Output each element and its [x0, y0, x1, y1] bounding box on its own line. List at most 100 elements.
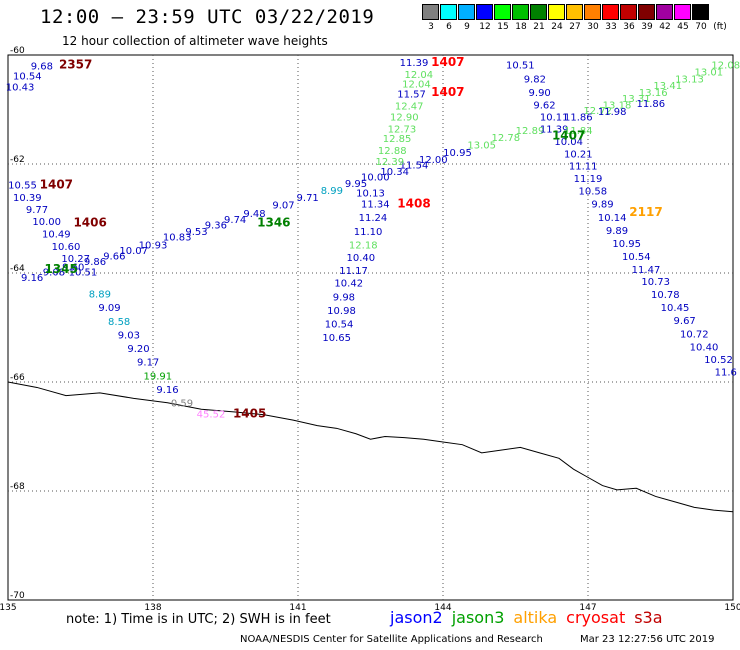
- wave-height-reading: 11.84: [564, 126, 593, 137]
- wave-height-reading: 9.77: [26, 205, 48, 216]
- wave-height-reading: 9.48: [243, 209, 265, 220]
- scale-label: 27: [569, 22, 581, 32]
- wave-height-reading: 12.88: [378, 146, 407, 157]
- scale-swatch: [548, 4, 565, 20]
- wave-height-reading: 11.10: [354, 227, 383, 238]
- chart-title: 12:00 – 23:59 UTC 03/22/2019: [40, 6, 375, 28]
- wave-height-reading: 10.49: [42, 230, 71, 241]
- pass-time-label: 1346: [257, 216, 290, 230]
- wave-height-reading: 10.72: [680, 329, 709, 340]
- wave-height-reading: 11.98: [598, 107, 627, 118]
- wave-height-reading: 12.00: [419, 155, 448, 166]
- scale-swatch: [512, 4, 529, 20]
- wave-height-reading: 12.89: [516, 126, 545, 137]
- wave-height-reading: 10.95: [443, 148, 472, 159]
- wave-height-reading: 10.83: [163, 232, 192, 243]
- wave-height-reading: 9.90: [529, 88, 551, 99]
- wave-height-reading: 10.00: [361, 172, 390, 183]
- wave-height-reading: 11.39: [400, 58, 429, 69]
- wave-height-reading: 12.73: [388, 124, 417, 135]
- scale-swatch: [620, 4, 637, 20]
- longitude-tick-label: 135: [0, 603, 17, 613]
- wave-height-reading: 0.59: [171, 399, 193, 410]
- wave-height-reading: 13.13: [675, 74, 704, 85]
- scale-swatch: [422, 4, 439, 20]
- scale-swatch: [674, 4, 691, 20]
- pass-time-label: 1345: [44, 262, 77, 276]
- satellite-legend-s3a: s3a: [634, 608, 663, 627]
- wave-height-reading: 10.73: [641, 277, 670, 288]
- scale-label: 9: [464, 22, 470, 32]
- axis-tick-labels: 135 138 141 144 147 150 -60 -62 -64 -66 -68 -70: [0, 46, 740, 613]
- scale-swatch: [566, 4, 583, 20]
- wave-height-reading: 11.39: [540, 124, 569, 135]
- wave-height-reading: 11.86: [564, 112, 593, 123]
- wave-height-reading: 10.34: [380, 167, 409, 178]
- scale-unit: (ft): [713, 22, 727, 32]
- wave-height-reading: 10.21: [564, 149, 593, 160]
- coastline: [7, 381, 734, 513]
- satellite-legend-jason2: jason2: [390, 608, 443, 627]
- wave-height-reading: 10.51: [69, 268, 98, 279]
- scale-label: 12: [479, 22, 491, 32]
- latitude-tick-label: -62: [10, 155, 25, 165]
- wave-height-reading: 10.51: [506, 61, 535, 72]
- longitude-tick-label: 150: [724, 603, 740, 613]
- latitude-tick-label: -66: [10, 373, 25, 383]
- scale-label: 42: [659, 22, 671, 32]
- wave-height-reading: 9.74: [224, 215, 246, 226]
- wave-height-reading: 9.09: [98, 303, 120, 314]
- scale-label: 21: [533, 22, 545, 32]
- wave-height-reading: 9.60: [62, 262, 84, 273]
- wave-height-reading: 12.04: [405, 70, 434, 81]
- wave-height-reading: 10.93: [139, 240, 168, 251]
- scale-label: 15: [497, 22, 509, 32]
- wave-height-reading: 11.24: [359, 213, 388, 224]
- longitude-tick-label: 144: [434, 603, 451, 613]
- scale-swatch: [638, 4, 655, 20]
- wave-height-reading: 9.89: [606, 226, 628, 237]
- wave-height-reading: 10.98: [327, 306, 356, 317]
- scale-label: 18: [515, 22, 527, 32]
- wave-height-reading: 10.54: [13, 72, 42, 83]
- wave-height-reading: 8.89: [89, 290, 111, 301]
- wave-height-reading: 10.52: [704, 355, 733, 366]
- wave-height-reading: 45.52: [197, 409, 226, 420]
- wave-height-reading: 10.40: [690, 342, 719, 353]
- satellite-legend-jason3: jason3: [451, 608, 505, 627]
- wave-height-reading: 9.20: [127, 344, 149, 355]
- latitude-tick-label: -68: [10, 482, 25, 492]
- wave-height-reading: 9.86: [84, 257, 106, 268]
- scale-labels: 3 6 9 12 15 18 21 24 27 30 33 36 39 42 45 70 (ft): [422, 20, 730, 32]
- pass-time-label: 1407: [40, 178, 73, 192]
- scale-label: 39: [641, 22, 653, 32]
- wave-height-reading: 9.82: [524, 74, 546, 85]
- scale-swatch: [602, 4, 619, 20]
- longitude-tick-label: 147: [579, 603, 596, 613]
- wave-height-reading: 11.57: [397, 90, 426, 101]
- scale-swatch: [584, 4, 601, 20]
- wave-height-reading: 11.19: [574, 174, 603, 185]
- wave-height-reading: 10.14: [598, 213, 627, 224]
- wave-height-reading: 8.99: [321, 186, 343, 197]
- wave-height-reading: 9.95: [345, 179, 367, 190]
- wave-height-reading: 9.89: [591, 200, 613, 211]
- scale-swatch: [530, 4, 547, 20]
- wave-height-reading: 8.58: [108, 317, 130, 328]
- footer-credit: NOAA/NESDIS Center for Satellite Applica…: [240, 634, 543, 645]
- scale-swatch: [458, 4, 475, 20]
- wave-height-reading: 10.07: [119, 246, 148, 257]
- footer-timestamp: Mar 23 12:27:56 UTC 2019: [580, 634, 715, 645]
- longitude-tick-label: 138: [144, 603, 161, 613]
- wave-height-reading: 10.39: [13, 193, 42, 204]
- wave-height-reading: 9.17: [137, 358, 159, 369]
- pass-time-label: 2117: [629, 205, 662, 219]
- scale-label: 6: [446, 22, 452, 32]
- scale-label: 45: [677, 22, 689, 32]
- scale-swatch: [692, 4, 709, 20]
- footer-note: note: 1) Time is in UTC; 2) SWH is in fe…: [66, 612, 331, 627]
- scale-swatches: [422, 4, 730, 20]
- wave-height-reading: 9.03: [118, 330, 140, 341]
- pass-time-label: 1407: [431, 55, 464, 69]
- wave-height-reading: 12.78: [492, 133, 521, 144]
